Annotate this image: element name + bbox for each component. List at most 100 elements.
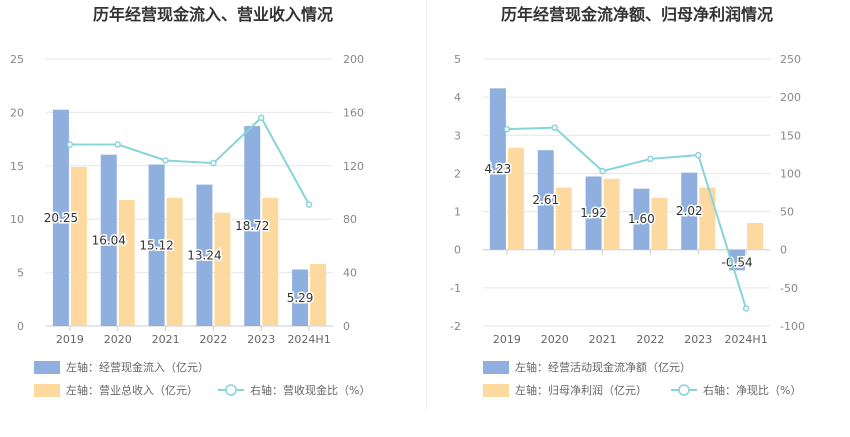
x-axis-tick-label: 2022	[199, 333, 227, 346]
x-axis-tick-label: 2023	[247, 333, 275, 346]
right-axis-tick-label: 0	[780, 244, 787, 257]
data-label: 1.92	[580, 206, 607, 220]
legend-marker	[225, 384, 237, 396]
x-axis-tick-label: 2024H1	[724, 333, 767, 346]
data-label: 2.02	[676, 204, 703, 218]
x-axis-tick-label: 2022	[636, 333, 664, 346]
line-point	[742, 305, 750, 312]
right-axis-tick-label: 40	[343, 267, 357, 280]
data-label: 5.29	[287, 291, 314, 305]
right-axis-tick-label: 150	[780, 129, 801, 142]
series-line	[69, 116, 310, 205]
bar	[196, 184, 213, 326]
bar	[537, 150, 554, 250]
bar	[166, 197, 183, 326]
x-axis-tick-label: 2019	[493, 333, 521, 346]
bar	[681, 172, 698, 250]
legend-swatch	[483, 361, 509, 374]
right-axis-tick-label: 0	[343, 320, 350, 333]
cash-inflow-revenue-chart: 历年经营现金流入、营业收入情况 0 5 10 15 20 25 0 40 80 120 160 200 2…	[10, 5, 370, 397]
line-point	[162, 157, 169, 164]
bar	[100, 154, 117, 326]
line-point	[695, 151, 702, 159]
right-axis-tick-label: -50	[780, 282, 798, 295]
x-axis-tick-label: 2019	[56, 333, 84, 346]
line-point	[66, 141, 74, 148]
x-axis-tick-label: 2021	[152, 333, 180, 346]
legend-label: 左轴：归母净利润（亿元）	[515, 383, 647, 397]
bar	[747, 223, 764, 250]
left-axis-tick-label: 25	[10, 53, 24, 66]
series-line	[506, 126, 748, 309]
left-axis-tick-label: -2	[450, 320, 461, 333]
line-point	[114, 141, 121, 148]
bar	[633, 188, 650, 250]
bar	[262, 197, 279, 326]
left-axis-tick-label: 0	[17, 320, 24, 333]
right-axis-tick-label: 80	[343, 213, 357, 226]
bar	[651, 197, 668, 250]
data-label: 13.24	[187, 248, 221, 262]
chart-divider	[426, 0, 427, 410]
legend-swatch	[483, 384, 509, 397]
legend-label: 右轴：营收现金比（%）	[250, 383, 370, 397]
right-axis-tick-label: 160	[343, 106, 364, 119]
bar	[148, 164, 165, 326]
legend-swatch	[34, 384, 60, 397]
x-axis-tick-label: 2021	[589, 333, 617, 346]
bar	[52, 109, 69, 326]
right-axis-tick-label: -100	[780, 320, 805, 333]
line-point	[503, 125, 511, 133]
bar	[214, 212, 231, 326]
left-axis-tick-label: 20	[10, 106, 24, 119]
bar	[699, 187, 716, 250]
legend-label: 左轴：经营现金流入（亿元）	[66, 360, 209, 374]
bar	[118, 199, 135, 326]
line-point	[258, 114, 265, 121]
x-axis-tick-label: 2020	[104, 333, 132, 346]
data-label: 1.60	[628, 212, 655, 226]
bar	[292, 269, 309, 326]
line-point	[551, 124, 558, 131]
chart-title: 历年经营现金流净额、归母净利润情况	[501, 5, 773, 24]
legend-label: 左轴：营业总收入（亿元）	[66, 383, 198, 397]
left-axis-tick-label: 0	[454, 244, 461, 257]
x-axis-tick-label: 2023	[684, 333, 712, 346]
left-axis-tick-label: 3	[454, 129, 461, 142]
data-label: 18.72	[235, 219, 269, 233]
bar	[244, 126, 261, 326]
data-label: 15.12	[139, 238, 173, 252]
right-axis-tick-label: 200	[343, 53, 364, 66]
data-label: 16.04	[92, 233, 126, 247]
right-axis-tick-label: 50	[780, 206, 794, 219]
data-label: 4.23	[485, 162, 512, 176]
left-axis-tick-label: 5	[17, 267, 24, 280]
left-axis-tick-label: 15	[10, 160, 24, 173]
left-axis-tick-label: 1	[454, 206, 461, 219]
x-axis-tick-label: 2020	[541, 333, 569, 346]
legend-label: 右轴：净现比（%）	[703, 383, 801, 397]
legend-marker	[678, 384, 690, 396]
line-point	[210, 159, 217, 167]
data-label: -0.54	[722, 255, 753, 269]
net-cashflow-profit-chart: 历年经营现金流净额、归母净利润情况 -2 -1 0 1 2 3 4 5 -100 -50 0 50 100…	[450, 5, 805, 397]
left-axis-tick-label: 4	[454, 91, 461, 104]
line-point	[599, 167, 606, 175]
line-point	[647, 155, 654, 163]
legend-label: 左轴：经营活动现金流净额（亿元）	[515, 360, 691, 374]
bar	[507, 147, 524, 250]
left-axis-tick-label: 2	[454, 167, 461, 180]
x-axis-tick-label: 2024H1	[287, 333, 330, 346]
right-axis-tick-label: 120	[343, 160, 364, 173]
left-axis-tick-label: 5	[454, 53, 461, 66]
chart-title: 历年经营现金流入、营业收入情况	[93, 5, 333, 24]
data-label: 20.25	[44, 211, 78, 225]
legend-swatch	[34, 361, 60, 374]
left-axis-tick-label: 10	[10, 213, 24, 226]
line-point	[305, 201, 313, 208]
bar	[310, 264, 327, 326]
bar	[585, 176, 602, 250]
bar	[603, 178, 620, 250]
right-axis-tick-label: 250	[780, 53, 801, 66]
